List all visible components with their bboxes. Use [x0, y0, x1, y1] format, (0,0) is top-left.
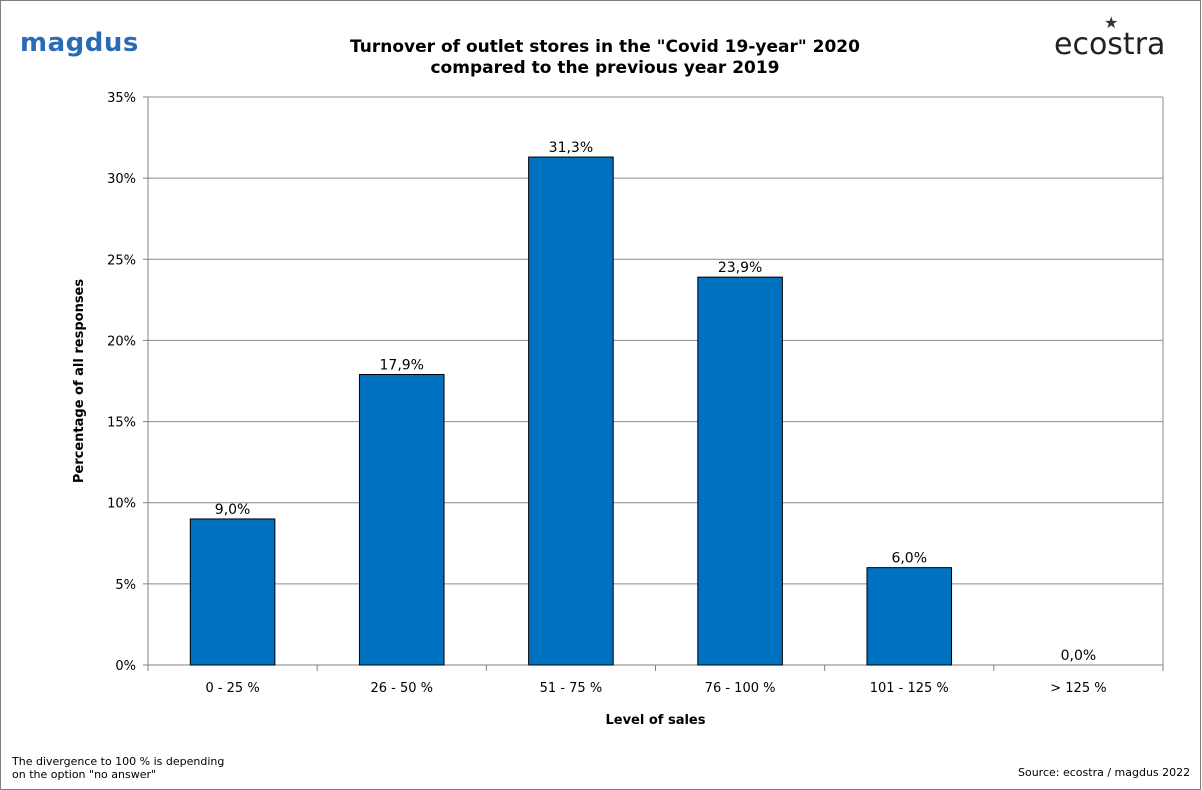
x-axis-title: Level of sales [605, 713, 705, 728]
x-tick-label: 26 - 50 % [370, 681, 433, 696]
star-icon: ★ [1104, 13, 1119, 32]
y-tick-label: 15% [107, 416, 136, 431]
magdus-logo: magdus [20, 28, 139, 58]
bar-data-label: 6,0% [891, 551, 927, 567]
bar [358, 374, 445, 666]
bar [189, 518, 276, 666]
y-tick-label: 30% [107, 172, 136, 187]
footnote: The divergence to 100 % is depending on … [12, 755, 224, 781]
bar-data-label: 31,3% [549, 140, 593, 156]
x-tick-label: 76 - 100 % [705, 681, 776, 696]
x-tick-label: 0 - 25 % [205, 681, 259, 696]
y-tick-label: 5% [115, 578, 136, 593]
y-axis-title: Percentage of all responses [72, 279, 87, 484]
y-tick-label: 20% [107, 334, 136, 349]
y-tick-label: 25% [107, 253, 136, 268]
chart-title-line2: compared to the previous year 2019 [430, 58, 780, 78]
y-tick-label: 10% [107, 497, 136, 512]
chart-title: Turnover of outlet stores in the "Covid … [280, 37, 930, 79]
bar [528, 156, 614, 666]
bar [697, 276, 783, 666]
bar-data-label: 23,9% [718, 260, 762, 276]
x-tick-label: 51 - 75 % [540, 681, 603, 696]
bar-data-label: 17,9% [380, 358, 424, 374]
y-tick-label: 35% [107, 91, 136, 106]
bar-data-label: 9,0% [215, 502, 251, 518]
x-tick-label: > 125 % [1050, 681, 1106, 696]
x-tick-label: 101 - 125 % [870, 681, 949, 696]
bar-data-label: 0,0% [1061, 648, 1097, 664]
magdus-logo-text: magdus [20, 28, 139, 58]
footnote-line2: on the option "no answer" [12, 768, 157, 781]
footnote-line1: The divergence to 100 % is depending [12, 755, 225, 768]
bar [866, 567, 953, 666]
ecostra-logo: ★ ecostra [1054, 13, 1166, 62]
y-tick-label: 0% [115, 659, 136, 674]
source-note: Source: ecostra / magdus 2022 [1018, 766, 1191, 779]
ecostra-logo-text: ecostra [1054, 27, 1166, 62]
chart-title-line1: Turnover of outlet stores in the "Covid … [350, 37, 860, 57]
